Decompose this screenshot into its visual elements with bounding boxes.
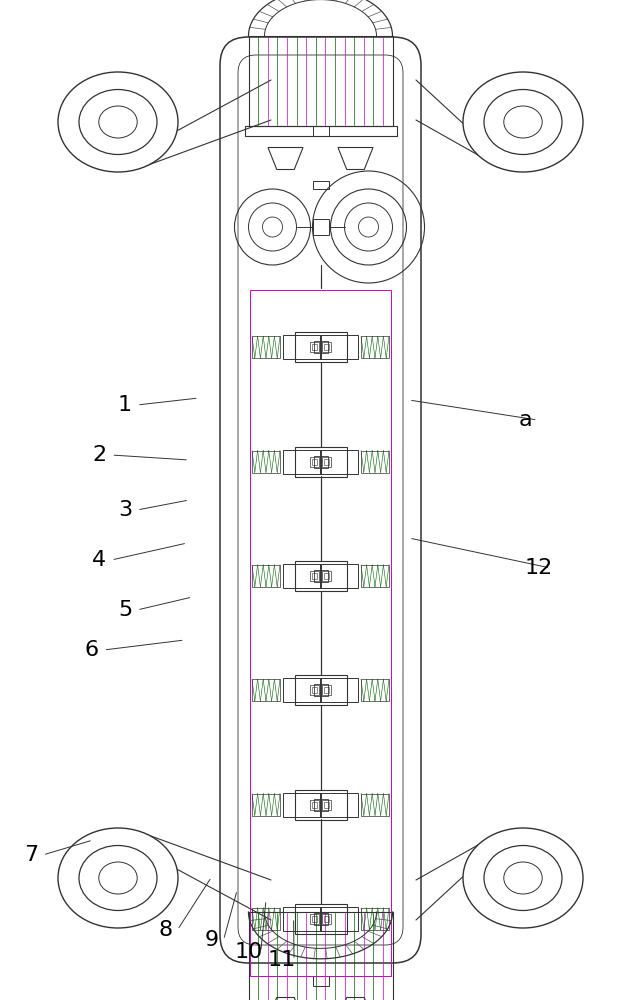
Bar: [312, 916, 317, 922]
Bar: [322, 914, 331, 924]
Bar: [320, 792, 358, 816]
Bar: [324, 916, 329, 922]
Bar: [320, 450, 358, 474]
Bar: [322, 456, 331, 466]
Bar: [322, 800, 331, 810]
Text: 7: 7: [24, 845, 38, 865]
Bar: [361, 794, 389, 816]
Bar: [252, 336, 280, 358]
Ellipse shape: [79, 846, 157, 910]
Ellipse shape: [58, 72, 178, 172]
Bar: [310, 914, 319, 924]
Bar: [283, 907, 321, 931]
Bar: [283, 678, 321, 702]
Bar: [313, 126, 328, 136]
Ellipse shape: [58, 828, 178, 928]
Bar: [252, 794, 280, 816]
Bar: [312, 458, 317, 464]
Bar: [313, 181, 328, 189]
Bar: [310, 456, 319, 466]
Bar: [324, 573, 329, 579]
Bar: [310, 685, 319, 695]
Bar: [312, 344, 317, 350]
Bar: [313, 798, 328, 810]
Bar: [313, 341, 328, 353]
Bar: [313, 570, 328, 582]
Bar: [313, 913, 328, 925]
Text: 6: 6: [85, 640, 99, 660]
Text: 9: 9: [204, 930, 219, 950]
Bar: [320, 564, 358, 588]
Text: 11: 11: [268, 950, 296, 970]
Ellipse shape: [99, 862, 137, 894]
Ellipse shape: [484, 90, 562, 154]
Bar: [249, 36, 392, 126]
Bar: [252, 450, 280, 473]
Text: 4: 4: [92, 550, 106, 570]
Ellipse shape: [504, 862, 542, 894]
Bar: [324, 687, 329, 693]
Bar: [361, 679, 389, 701]
Text: 12: 12: [524, 558, 553, 578]
Bar: [320, 678, 358, 702]
Text: 2: 2: [92, 445, 106, 465]
Bar: [361, 450, 389, 473]
Bar: [250, 290, 391, 976]
Bar: [312, 573, 317, 579]
Ellipse shape: [504, 106, 542, 138]
Bar: [361, 908, 389, 930]
Bar: [361, 336, 389, 358]
Bar: [322, 571, 331, 581]
Bar: [312, 802, 317, 808]
Bar: [320, 907, 358, 931]
Ellipse shape: [79, 90, 157, 154]
Bar: [294, 904, 347, 934]
FancyBboxPatch shape: [220, 37, 421, 963]
Bar: [310, 571, 319, 581]
Bar: [313, 219, 328, 235]
Bar: [283, 450, 321, 474]
Bar: [310, 800, 319, 810]
Ellipse shape: [484, 846, 562, 910]
Bar: [244, 126, 397, 136]
Bar: [252, 565, 280, 587]
Bar: [313, 976, 328, 986]
Text: a: a: [519, 410, 533, 430]
Bar: [249, 912, 392, 1000]
Bar: [324, 458, 329, 464]
Bar: [324, 344, 329, 350]
Bar: [361, 565, 389, 587]
Bar: [294, 561, 347, 591]
Text: 1: 1: [118, 395, 132, 415]
Bar: [322, 685, 331, 695]
Bar: [310, 342, 319, 352]
Bar: [294, 790, 347, 820]
Bar: [320, 335, 358, 359]
Bar: [294, 446, 347, 477]
Text: 10: 10: [235, 942, 263, 962]
Ellipse shape: [463, 828, 583, 928]
Ellipse shape: [463, 72, 583, 172]
Bar: [313, 684, 328, 696]
Bar: [322, 342, 331, 352]
Bar: [283, 564, 321, 588]
Bar: [294, 675, 347, 705]
Bar: [252, 679, 280, 701]
Text: 5: 5: [118, 600, 132, 620]
Bar: [313, 456, 328, 468]
Ellipse shape: [99, 106, 137, 138]
Bar: [252, 908, 280, 930]
Text: 8: 8: [158, 920, 172, 940]
Bar: [283, 335, 321, 359]
Bar: [283, 792, 321, 816]
Bar: [294, 332, 347, 362]
Text: 3: 3: [118, 500, 132, 520]
Bar: [324, 802, 329, 808]
Bar: [312, 687, 317, 693]
